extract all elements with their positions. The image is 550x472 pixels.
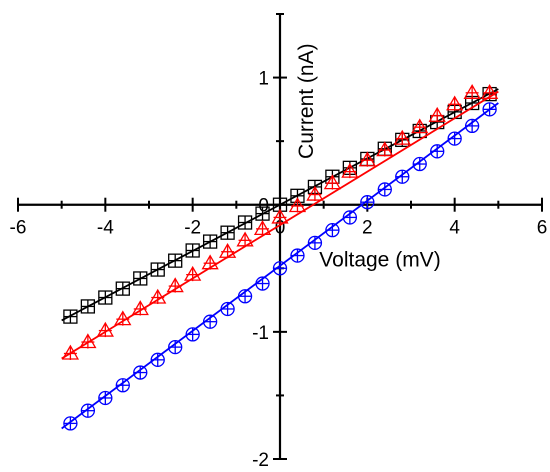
data-point <box>464 118 480 134</box>
y-axis-label: Current (nA) <box>295 43 318 159</box>
data-point <box>325 222 340 238</box>
data-point <box>150 352 165 367</box>
x-tick-label: 4 <box>449 218 460 239</box>
data-point <box>482 102 497 117</box>
data-point <box>150 262 165 277</box>
data-point <box>96 321 114 338</box>
data-point <box>341 162 359 179</box>
data-point <box>271 208 289 224</box>
data-point <box>220 301 235 317</box>
series-3 <box>61 102 499 431</box>
tick-labels: -6 -4 -2 0 2 4 6 -2 -1 0 1 <box>10 69 548 471</box>
data-point <box>201 254 219 270</box>
data-point <box>393 129 411 146</box>
data-point <box>98 290 113 305</box>
x-tick-label: -4 <box>97 218 114 239</box>
data-point <box>395 169 410 184</box>
data-point <box>288 197 307 213</box>
y-tick-label: -2 <box>252 450 269 471</box>
data-point <box>358 151 376 167</box>
data-point <box>430 144 445 159</box>
data-point <box>168 339 183 355</box>
data-point <box>360 195 375 210</box>
data-point <box>237 215 253 230</box>
data-point <box>185 243 200 258</box>
data-point <box>376 141 394 157</box>
data-point <box>133 365 148 380</box>
x-tick-label: 6 <box>537 218 548 239</box>
data-point <box>114 310 132 326</box>
data-point <box>133 271 148 286</box>
data-point <box>342 210 358 225</box>
data-point <box>446 95 464 111</box>
series-2 <box>61 84 499 360</box>
data-point <box>115 378 130 393</box>
data-point <box>218 242 237 259</box>
data-point <box>412 156 427 172</box>
data-point <box>61 344 80 360</box>
data-point <box>220 225 235 240</box>
data-point <box>480 84 499 100</box>
data-point <box>253 220 272 236</box>
data-point <box>166 277 184 293</box>
data-point <box>237 289 253 304</box>
y-tick-label: 0 <box>258 196 269 217</box>
data-point <box>447 131 462 146</box>
x-tick-label: 2 <box>362 218 373 239</box>
data-point <box>80 299 96 314</box>
data-point <box>80 403 96 418</box>
data-point <box>290 248 305 263</box>
data-point <box>255 276 270 291</box>
y-tick-label: 1 <box>258 69 269 90</box>
data-point <box>131 300 149 316</box>
data-point <box>323 174 342 190</box>
y-tick-label: -1 <box>252 323 269 344</box>
data-point <box>236 231 254 247</box>
data-point <box>98 390 113 406</box>
data-point <box>168 253 183 268</box>
data-point <box>202 314 218 329</box>
x-tick-label: 0 <box>275 218 286 239</box>
series-1 <box>61 86 499 324</box>
data-point <box>185 327 200 342</box>
data-point <box>307 235 323 251</box>
x-tick-label: -6 <box>10 218 27 239</box>
data-point <box>411 118 429 134</box>
data-point <box>63 309 78 324</box>
data-point <box>306 185 324 202</box>
data-point <box>149 288 167 305</box>
x-axis-label: Voltage (mV) <box>319 249 440 272</box>
data-point <box>377 182 392 197</box>
series-layer <box>61 84 499 431</box>
data-point <box>79 333 97 349</box>
data-point <box>463 84 481 100</box>
x-tick-label: -2 <box>184 218 201 239</box>
data-point <box>428 106 446 123</box>
data-point <box>272 261 288 276</box>
data-point <box>63 416 78 431</box>
data-point <box>115 281 130 296</box>
data-point <box>202 234 218 249</box>
data-point <box>184 265 202 282</box>
